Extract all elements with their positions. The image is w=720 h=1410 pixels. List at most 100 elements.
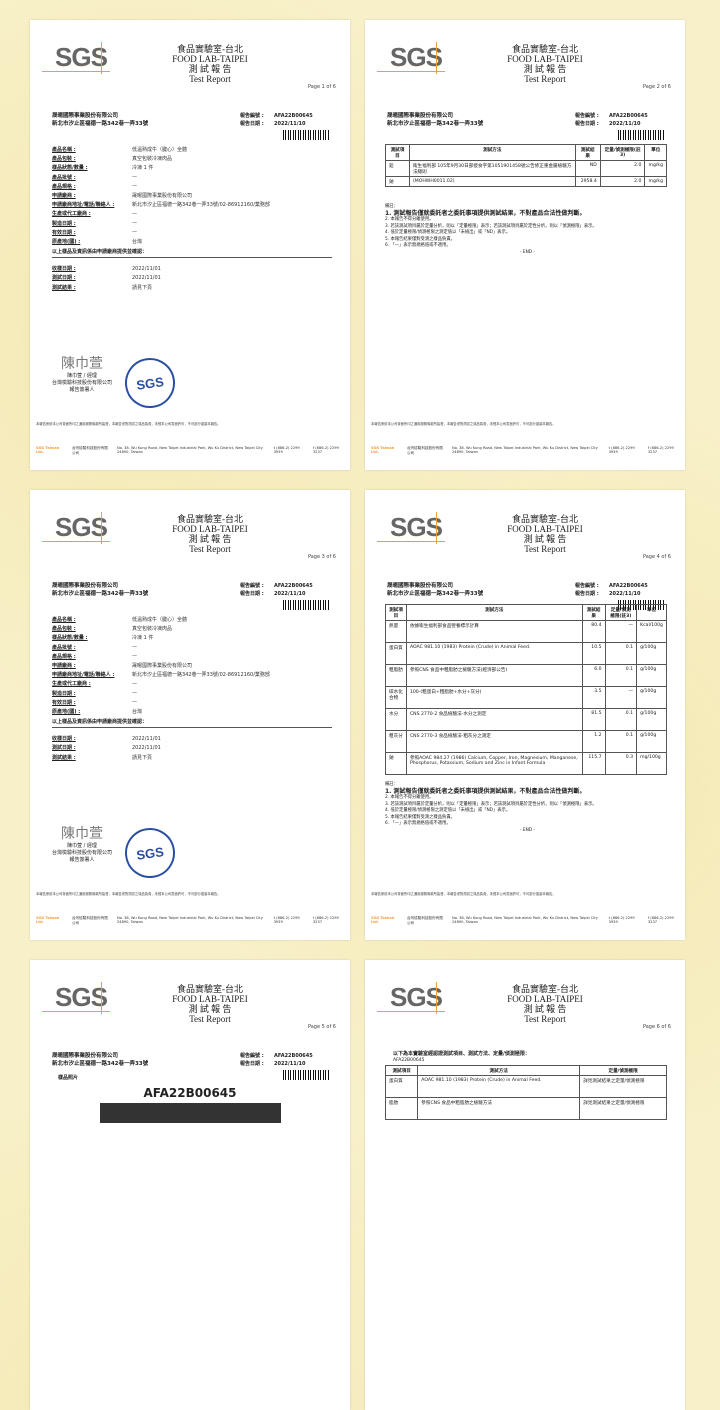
footer: SGS Taiwan Ltd. 台灣檢驗科技股份有限公司 No. 38, Wu Ku… xyxy=(36,446,344,456)
info-row: 原產地(國) : 台灣 xyxy=(52,237,332,246)
cell-result: ND xyxy=(574,160,601,177)
footer-company-zh: 台灣檢驗科技股份有限公司 xyxy=(71,916,108,925)
lab-zh: 食品實驗室-台北 xyxy=(177,44,243,54)
signer-company: 台灣檢驗科技股份有限公司 xyxy=(52,380,113,386)
cell-unit: g/100g xyxy=(636,686,667,709)
footer-phone: t (886-2) 2299 3939 xyxy=(608,916,635,924)
table-row: 蛋白質 AOAC 981.10 (1983) Protein (Crude) in… xyxy=(385,642,667,665)
client-address: 新北市汐止區福德一路342巷一弄33號 xyxy=(52,1061,149,1067)
report-page: SGS 食品實驗室-台北 FOOD LAB-TAIPEI 測 試 報 告 Test Re… xyxy=(365,960,685,1410)
cell-unit: g/100g xyxy=(636,730,667,753)
client-block: 晟暘國際事業股份有限公司 新北市汐止區福德一路342巷一弄33號 xyxy=(52,1052,148,1068)
cell-method: 參照CNS 食品中粗脂肪之檢驗方法(經濟部公告) xyxy=(405,664,583,687)
title-zh: 測 試 報 告 xyxy=(188,64,232,74)
cell-result: 1.2 xyxy=(581,730,606,753)
info-row: 產品名稱 : 低溫熟成牛（腱心）全體 xyxy=(52,615,332,624)
info-label: 申請廠商地址/電話/聯絡人 : xyxy=(52,202,115,209)
title-zh: 測 試 報 告 xyxy=(523,64,567,74)
info-value: — xyxy=(132,183,137,190)
info-row: 有效日期 : — xyxy=(52,228,332,237)
info-row: 製造日期 : — xyxy=(52,689,332,698)
logo-rule-h xyxy=(42,541,110,542)
footer-fax: f (886-2) 2299 3237 xyxy=(647,916,674,924)
footer-company: SGS Taiwan Ltd. xyxy=(36,446,60,454)
date-label: 測試日期 : xyxy=(52,275,76,282)
info-row: 產品規格 : — xyxy=(52,652,332,661)
report-meta: 報告編號 : AFA22B00645 報告日期 : 2022/11/10 xyxy=(575,112,648,128)
column-header: 測試方法 xyxy=(405,604,583,621)
report-date-row: 報告日期 : 2022/11/10 xyxy=(240,590,313,598)
results-table: 測試項目 測試方法 測試結果 定量/偵測極限(註3) 單位 熱量 依據衛生福利部食品營養標示… xyxy=(385,604,667,775)
cell-unit: mg/kg xyxy=(644,176,667,187)
info-row: 產品規格 : — xyxy=(52,182,332,191)
footer-company: SGS Taiwan Ltd. xyxy=(371,446,395,454)
report-no-row: 報告編號 : AFA22B00645 xyxy=(240,1052,313,1060)
footer-company-zh: 台灣檢驗科技股份有限公司 xyxy=(71,446,108,455)
report-header: 食品實驗室-台北 FOOD LAB-TAIPEI 測 試 報 告 Test Repor… xyxy=(30,44,350,84)
report-date-label: 報告日期 : xyxy=(240,591,264,597)
lab-en: FOOD LAB-TAIPEI xyxy=(172,54,248,64)
report-date-label: 報告日期 : xyxy=(575,591,599,597)
logo-rule-h xyxy=(42,71,110,72)
info-value: 晟暘國際事業股份有限公司 xyxy=(132,663,193,670)
lab-en: FOOD LAB-TAIPEI xyxy=(172,524,248,534)
table-row: 碳水化合物 100-(粗蛋白+粗脂肪+水分+灰分) 3.5— g/100g xyxy=(385,686,667,709)
cell-loq: 0.1 xyxy=(604,642,638,665)
sgs-logo-text: SGS xyxy=(390,512,443,542)
report-no-label: 報告編號 : xyxy=(240,113,264,119)
report-meta: 報告編號 : AFA22B00645 報告日期 : 2022/11/10 xyxy=(575,582,648,598)
cell-loq: 詳見測試結果之定量/偵測極限 xyxy=(579,1097,667,1120)
column-header: 測試結果 xyxy=(581,604,606,621)
info-label: 產品名稱 : xyxy=(52,617,76,624)
page-number: Page 1 of 6 xyxy=(307,84,336,90)
report-no-label: 報告編號 : xyxy=(240,583,264,589)
table-row: 粗脂肪 參照CNS 食品中粗脂肪之檢驗方法(經濟部公告) 6.0 0.1 g/100g xyxy=(385,664,667,687)
info-row: 原產地(國) : 台灣 xyxy=(52,707,332,716)
signer-role: 報告簽署人 xyxy=(69,387,95,393)
title-zh: 測 試 報 告 xyxy=(523,534,567,544)
table-header-row: 測試項目 測試方法 測試結果 定量/偵測極限(註3) 單位 xyxy=(385,144,667,161)
report-date-row: 報告日期 : 2022/11/10 xyxy=(240,120,313,128)
signer-name: 陳巾萱 / 經理 xyxy=(67,373,97,379)
report-date-label: 報告日期 : xyxy=(575,121,599,127)
cell-method: 參照AOAC 984.27 (1986) Calcium, Copper, Ir… xyxy=(405,752,583,775)
notes: 備註： 1. 測試報告僅就委託者之委託事項提供測試結果，不對產品合法性做判斷。 2.… xyxy=(385,204,670,256)
sample-info: 產品名稱 : 低溫熟成牛（腱心）全體 產品包裝 : 真空包裝冷凍肉品 樣品狀態/數量 :… xyxy=(52,145,332,292)
footer-phone: t (886-2) 2299 3939 xyxy=(273,916,300,924)
footer: SGS Taiwan Ltd. 台灣檢驗科技股份有限公司 No. 38, Wu Ku… xyxy=(36,916,344,926)
lab-en: FOOD LAB-TAIPEI xyxy=(507,54,583,64)
date-row: 測試結果 : 請見下頁 xyxy=(52,752,332,761)
info-value: 新北市汐止區福德一路342巷一弄33號/02-86912160/業務部 xyxy=(132,672,270,679)
info-label: 生產或代工廠商 : xyxy=(52,681,91,688)
info-row: 申請廠商地址/電話/聯絡人 : 新北市汐止區福德一路342巷一弄33號/02-86… xyxy=(52,670,332,679)
notes-main: 1. 測試報告僅就委託者之委託事項提供測試結果，不對產品合法性做判斷。 xyxy=(385,787,586,795)
cell-unit: g/100g xyxy=(636,708,667,731)
report-page: SGS 食品實驗室-台北 FOOD LAB-TAIPEI 測 試 報 告 Test Re… xyxy=(30,960,350,1410)
sgs-logo: SGS xyxy=(42,42,112,74)
report-no: AFA22B00645 xyxy=(274,583,313,589)
sgs-logo: SGS xyxy=(377,42,447,74)
info-value: — xyxy=(132,653,137,660)
sgs-seal: SGS xyxy=(121,354,179,412)
cell-loq: 0.1 xyxy=(604,708,638,731)
sgs-seal: SGS xyxy=(121,824,179,882)
cell-result: 6.0 xyxy=(581,664,606,687)
info-row: 申請廠商 : 晟暘國際事業股份有限公司 xyxy=(52,191,332,200)
client-address: 新北市汐止區福德一路342巷一弄33號 xyxy=(52,121,149,127)
info-value: — xyxy=(132,644,137,651)
date-label: 測試結果 : xyxy=(52,284,76,291)
notes-label: 備註： xyxy=(385,782,398,787)
report-no: AFA22B00645 xyxy=(274,113,313,119)
info-label: 產品包裝 : xyxy=(52,626,76,633)
sgs-logo: SGS xyxy=(377,512,447,544)
barcode xyxy=(618,130,664,140)
cell-item: 粗灰分 xyxy=(385,730,407,753)
cell-method: 依據衛生福利部食品營養標示計算 xyxy=(405,620,583,643)
info-value: 低溫熟成牛（腱心）全體 xyxy=(132,147,188,154)
date-value: 2022/11/01 xyxy=(132,744,161,751)
cell-unit: g/100g xyxy=(636,642,667,665)
cell-item: 鈉 xyxy=(385,752,407,775)
column-header: 定量/偵測極限 xyxy=(579,1065,667,1076)
sgs-logo-text: SGS xyxy=(390,42,443,72)
report-no-row: 報告編號 : AFA22B00645 xyxy=(575,112,648,120)
